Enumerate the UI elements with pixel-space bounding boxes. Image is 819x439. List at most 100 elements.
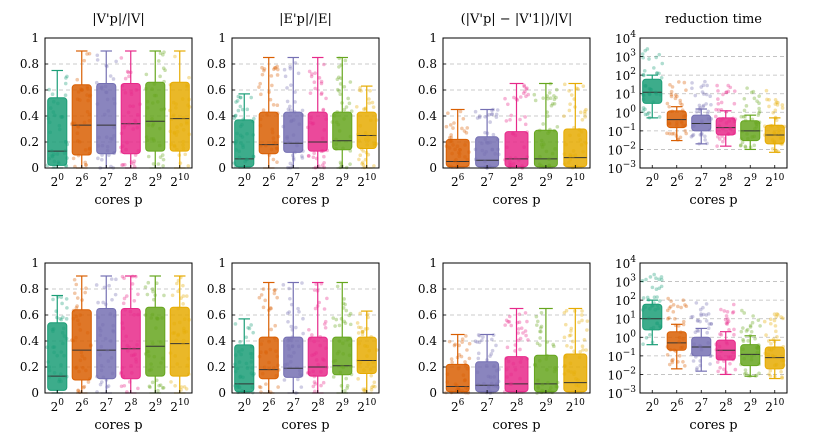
data-point [313,86,318,91]
data-point [237,385,242,390]
data-point [767,372,771,376]
data-point [465,126,470,130]
data-point [779,369,783,374]
data-point [572,372,576,377]
data-point [648,275,653,279]
data-point [272,66,277,70]
data-point [312,380,317,384]
plot-frame [231,37,380,169]
data-point [757,106,761,111]
data-point [233,353,238,357]
data-point [259,293,264,297]
data-point [652,295,657,300]
data-point [106,384,111,388]
data-point [244,361,249,366]
data-point [461,116,466,121]
data-point [184,120,189,124]
data-point [344,105,349,109]
data-point [680,121,684,125]
x-tick-label-exp: 8 [132,398,138,408]
data-point [523,89,527,94]
data-point [746,136,750,141]
data-point [107,283,111,288]
data-point [774,314,778,319]
data-point [738,144,743,148]
data-point [119,145,123,150]
data-point [356,358,360,363]
data-point [321,108,326,113]
data-point [156,316,160,321]
data-point [181,294,186,298]
data-point [539,163,543,168]
data-point [773,108,778,113]
data-point [552,344,556,349]
data-point [455,355,460,360]
data-point [754,124,759,129]
x-tick-label-exp: 10 [773,398,785,408]
data-point [233,164,238,168]
data-point [461,373,466,377]
y-tick-label: 1 [218,256,226,270]
data-point [667,121,671,125]
data-point [585,328,589,332]
data-point [537,162,542,167]
data-point [776,100,780,105]
data-point [546,96,550,101]
data-point [740,129,745,134]
data-point [160,153,165,157]
x-tick-label-exp: 9 [547,398,553,408]
box-2-10 [762,312,786,380]
data-point [645,47,650,51]
data-point [293,150,297,155]
data-point [323,325,328,330]
data-point [106,359,111,363]
data-point [583,109,587,114]
y-tick-label: 10−2 [607,141,636,157]
data-point [339,162,343,166]
data-point [341,352,345,356]
data-point [60,114,65,119]
x-tick-label-exp: 8 [517,173,523,183]
data-point [241,375,245,380]
box-2-9 [330,56,354,170]
y-tick-label: 103 [615,49,636,65]
data-point [99,363,104,368]
data-point [757,109,762,114]
x-tick-label-exp: 10 [773,173,785,183]
data-point [519,356,524,361]
data-point [309,74,314,79]
data-point [262,67,267,71]
data-point [683,364,687,368]
data-point [282,378,287,382]
data-point [515,320,520,325]
y-tick-label-exp: 1 [630,86,636,96]
data-point [473,147,478,152]
data-point [671,302,676,307]
data-point [348,149,353,153]
y-tick-label: 100 [615,329,636,345]
data-point [275,146,279,151]
x-tick-label-exp: 7 [488,173,494,183]
data-point [52,164,56,169]
data-point [770,123,775,128]
data-point [669,89,674,94]
data-point [270,130,275,135]
data-point [778,136,783,141]
data-point [244,157,249,162]
data-point [545,94,550,98]
data-point [674,349,678,353]
data-point [322,62,326,67]
data-point [521,331,525,335]
data-point [105,97,110,102]
box-2-8 [714,302,738,376]
data-point [313,71,317,75]
data-point [235,99,240,103]
box-2-0 [233,318,256,395]
data-point [657,323,662,328]
data-point [237,149,241,154]
data-point [312,339,317,344]
data-point [539,311,544,315]
data-point [71,308,76,313]
data-point [122,125,126,130]
